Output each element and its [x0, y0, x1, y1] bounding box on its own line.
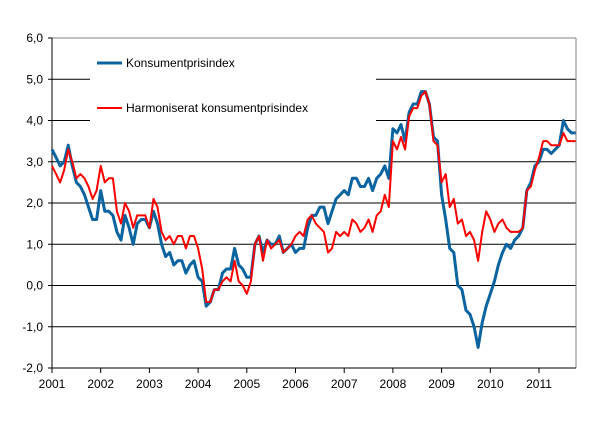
axes: -2,0 -1,0 0,0 1,0 2,0 3,0 4,0 5,0 6,0 2001 2002 200…	[22, 31, 577, 391]
series-line-harmoniserat	[51, 90, 576, 303]
x-tick-label: 2004	[185, 377, 212, 391]
x-tick-label: 2002	[87, 377, 114, 391]
y-tick-label: 0,0	[26, 279, 43, 293]
x-tick-label: 2005	[233, 377, 260, 391]
x-tick-label: 2007	[331, 377, 358, 391]
legend: Konsumentprisindex Harmoniserat konsumen…	[90, 48, 376, 126]
x-tick-label: 2010	[477, 377, 504, 391]
y-tick-label: 6,0	[26, 31, 43, 45]
y-tick-label: 1,0	[26, 237, 43, 251]
series-line-konsumentprisindex	[50, 90, 576, 349]
y-tick-label: 3,0	[26, 155, 43, 169]
series-lines	[50, 90, 576, 349]
x-tick-label: 2001	[39, 377, 66, 391]
x-tick-label: 2009	[428, 377, 455, 391]
legend-background	[90, 48, 376, 126]
x-tick-label: 2006	[282, 377, 309, 391]
y-tick-label: -1,0	[22, 320, 43, 334]
x-tick-label: 2008	[380, 377, 407, 391]
y-tick-label: 5,0	[26, 72, 43, 86]
legend-label-kpi: Konsumentprisindex	[126, 56, 235, 70]
y-tick-label: -2,0	[22, 361, 43, 375]
x-tick-label: 2003	[136, 377, 163, 391]
y-tick-label: 2,0	[26, 196, 43, 210]
x-tick-label: 2011	[526, 377, 552, 391]
legend-label-hicp: Harmoniserat konsumentprisindex	[126, 101, 308, 115]
y-tick-label: 4,0	[26, 114, 43, 128]
